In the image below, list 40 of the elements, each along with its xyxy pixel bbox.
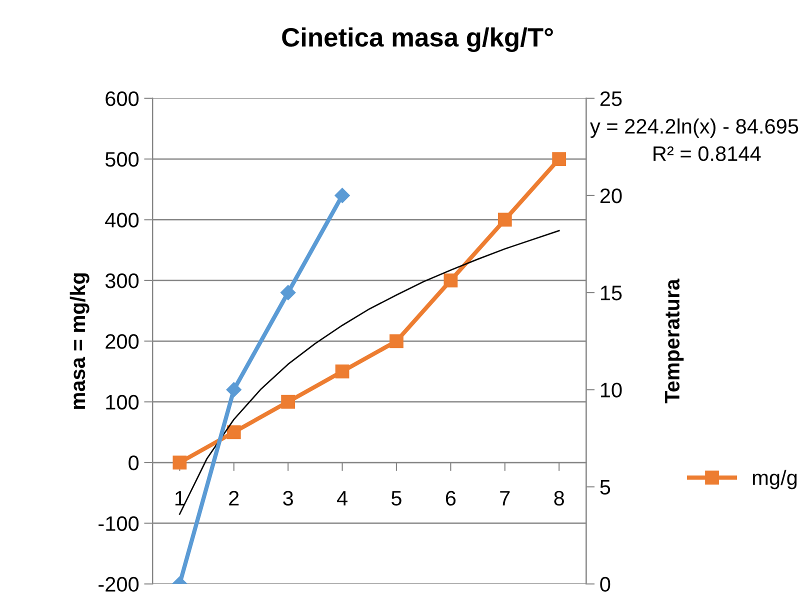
x-tick-label: 5: [392, 491, 402, 506]
point: [334, 188, 350, 204]
point: [552, 152, 566, 166]
point: [498, 212, 512, 227]
x-tick-label: 3: [283, 490, 293, 506]
y2-axis-title: Temperatura: [664, 278, 684, 404]
point: [226, 425, 241, 440]
y-axis-title: masa = mg/kg: [70, 273, 90, 409]
y-tick-label: -100: [98, 516, 139, 531]
x-tick-label: 2: [229, 490, 239, 506]
y2-tick-label: 10: [600, 382, 622, 398]
point: [444, 273, 458, 288]
x-tick-label: 8: [554, 490, 564, 506]
y-tick-label: 600: [106, 91, 139, 106]
y2-tick-label: 15: [600, 286, 622, 300]
chart-title: Cinetica masa g/kg/T°: [282, 27, 553, 52]
x-tick-label: 6: [446, 490, 456, 506]
y-tick-label: 200: [106, 334, 139, 349]
x-tick-label: 7: [500, 491, 510, 506]
y-tick-label: 0: [128, 456, 139, 470]
x-tick-label: 4: [336, 491, 348, 506]
point: [172, 456, 187, 470]
legend-label: mg/g: [752, 470, 797, 490]
y2-tick-label: 20: [600, 188, 622, 204]
text: y = 224.2ln(x) - 84.695: [590, 118, 798, 138]
y2-tick-label: 5: [600, 480, 610, 495]
point: [226, 382, 242, 398]
y-tick-label: 100: [106, 394, 139, 410]
y2-tick-label: 25: [600, 91, 622, 106]
y-tick-label: -200: [98, 576, 139, 592]
point: [280, 285, 296, 300]
point: [390, 334, 404, 348]
y-tick-label: 300: [105, 273, 139, 288]
y-tick-label: 500: [105, 152, 139, 167]
x-tick-label: 1: [175, 491, 184, 506]
point: [335, 364, 350, 378]
text: R² = 0.8144: [654, 146, 761, 162]
y-tick-label: 400: [105, 212, 139, 228]
point: [281, 394, 296, 409]
y2-tick-label: 0: [600, 576, 610, 592]
